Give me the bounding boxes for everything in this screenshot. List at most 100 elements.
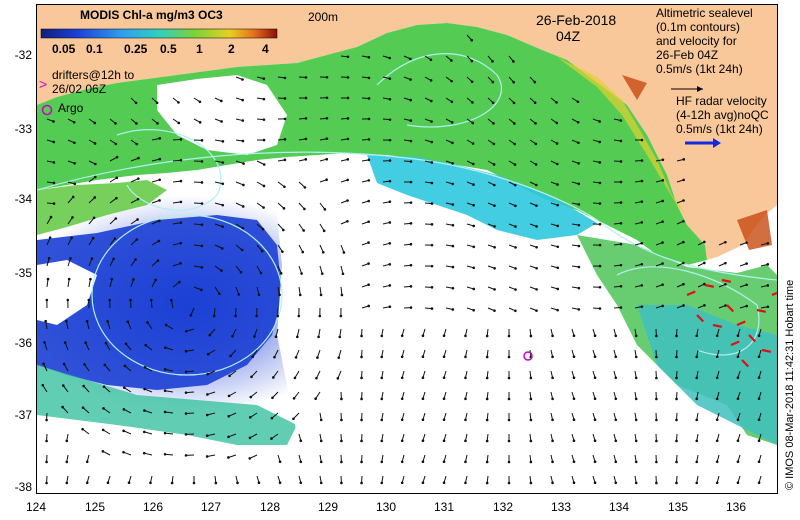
velocity-arrowhead (248, 416, 252, 419)
argo-marker (523, 351, 533, 361)
velocity-arrowhead (81, 406, 85, 409)
velocity-arrowhead (715, 439, 719, 443)
velocity-arrow (256, 244, 263, 252)
velocity-arrowhead (682, 261, 685, 265)
velocity-arrowhead (400, 355, 404, 359)
velocity-arrowhead (346, 96, 350, 100)
hf-radar-arrow (748, 334, 757, 343)
velocity-arrowhead (380, 460, 384, 464)
velocity-arrowhead (485, 376, 489, 380)
velocity-arrow (109, 218, 117, 225)
velocity-arrowhead (360, 460, 363, 464)
velocity-arrowhead (101, 450, 105, 453)
velocity-arrowhead (724, 240, 727, 244)
velocity-arrow (207, 454, 216, 457)
velocity-arrowhead (491, 101, 495, 105)
velocity-arrowhead (200, 181, 204, 184)
velocity-arrowhead (598, 285, 602, 289)
velocity-arrowhead (535, 266, 538, 270)
velocity-arrow (340, 286, 343, 296)
velocity-arrow (130, 219, 138, 225)
velocity-arrow (253, 328, 258, 337)
velocity-arrowhead (198, 121, 202, 124)
velocity-arrow (150, 299, 153, 309)
velocity-arrowhead (472, 162, 475, 166)
velocity-arrowhead (304, 96, 308, 100)
velocity-arrow (172, 201, 181, 204)
velocity-arrowhead (736, 355, 740, 358)
drifters-note: drifters@12h to 26/02 06Z (52, 68, 134, 96)
velocity-arrowhead (409, 160, 413, 163)
velocity-arrowhead (450, 121, 454, 124)
velocity-arrowhead (114, 122, 117, 125)
velocity-arrowhead (380, 355, 384, 359)
velocity-arrowhead (66, 298, 70, 302)
velocity-arrowhead (228, 374, 231, 378)
velocity-arrowhead (163, 389, 167, 393)
velocity-arrow (130, 178, 139, 183)
velocity-arrow (207, 391, 216, 395)
velocity-arrow (207, 412, 216, 416)
velocity-arrow (151, 179, 160, 183)
velocity-arrow (46, 216, 52, 225)
velocity-arrowhead (45, 481, 48, 485)
velocity-arrowhead (757, 439, 761, 443)
velocity-arrowhead (106, 320, 109, 323)
velocity-arrowhead (661, 304, 664, 308)
velocity-arrow (151, 220, 160, 225)
velocity-arrowhead (250, 375, 253, 379)
velocity-arrowhead (682, 158, 686, 161)
velocity-arrowhead (360, 397, 363, 401)
velocity-arrowhead (409, 98, 412, 102)
velocity-arrowhead (421, 418, 425, 421)
velocity-arrowhead (470, 59, 474, 63)
velocity-arrowhead (551, 355, 554, 359)
velocity-arrow (151, 199, 160, 204)
velocity-arrowhead (103, 363, 107, 367)
velocity-arrowhead (122, 429, 125, 433)
velocity-arrowhead (471, 101, 474, 104)
velocity-arrowhead (614, 481, 618, 485)
velocity-arrowhead (472, 266, 476, 270)
altimetry-scale-label: 0.5m/s (1kt 24h) (656, 62, 743, 76)
velocity-arrowhead (184, 349, 188, 353)
velocity-arrow (123, 451, 132, 456)
velocity-arrowhead (492, 142, 496, 146)
velocity-arrowhead (388, 305, 392, 308)
velocity-arrowhead (158, 219, 161, 223)
hf-scale-arrowhead (713, 138, 721, 148)
velocity-arrowhead (514, 267, 517, 270)
velocity-arrowhead (451, 265, 455, 269)
velocity-arrowhead (533, 101, 537, 105)
velocity-arrowhead (296, 335, 299, 339)
velocity-arrowhead (695, 355, 699, 359)
velocity-arrowhead (661, 179, 665, 182)
velocity-arrow (185, 391, 195, 394)
velocity-arrowhead (205, 455, 209, 458)
velocity-arrowhead (262, 118, 266, 121)
velocity-arrowhead (682, 199, 685, 202)
velocity-arrowhead (302, 229, 305, 232)
velocity-arrowhead (45, 439, 48, 443)
velocity-arrowhead (108, 298, 111, 302)
velocity-arrowhead (367, 304, 370, 308)
velocity-arrowhead (42, 362, 45, 366)
x-tick-label: 127 (200, 500, 222, 514)
velocity-arrowhead (442, 460, 446, 464)
y-tick-label: -38 (14, 480, 32, 494)
x-tick-label: 135 (667, 500, 689, 514)
velocity-arrowhead (598, 307, 602, 310)
velocity-arrow (249, 454, 258, 459)
velocity-arrowhead (320, 272, 324, 275)
velocity-arrowhead (123, 364, 127, 368)
velocity-arrowhead (598, 161, 602, 164)
altimetry-note-line: (0.1m contours) (656, 20, 741, 34)
velocity-arrow (172, 281, 180, 288)
velocity-arrowhead (675, 481, 678, 485)
velocity-arrowhead (655, 376, 658, 380)
velocity-arrowhead (241, 139, 245, 143)
velocity-arrowhead (208, 333, 212, 337)
velocity-arrowhead (282, 207, 286, 210)
velocity-arrowhead (325, 178, 328, 182)
velocity-arrowhead (485, 418, 489, 422)
